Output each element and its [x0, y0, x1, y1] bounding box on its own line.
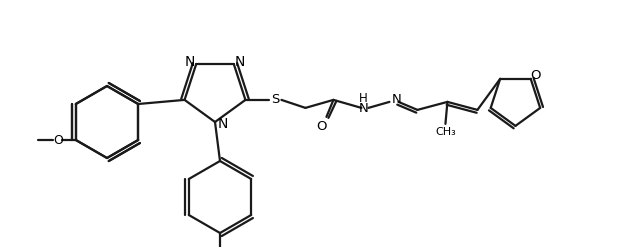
Text: O: O	[316, 120, 326, 133]
Text: N: N	[218, 117, 228, 131]
Text: S: S	[271, 93, 280, 106]
Text: N: N	[358, 103, 368, 115]
Text: N: N	[235, 55, 245, 69]
Text: O: O	[53, 133, 63, 146]
Text: H: H	[359, 92, 368, 105]
Text: O: O	[531, 69, 541, 82]
Text: N: N	[185, 55, 195, 69]
Text: CH₃: CH₃	[435, 127, 456, 137]
Text: N: N	[392, 93, 401, 106]
